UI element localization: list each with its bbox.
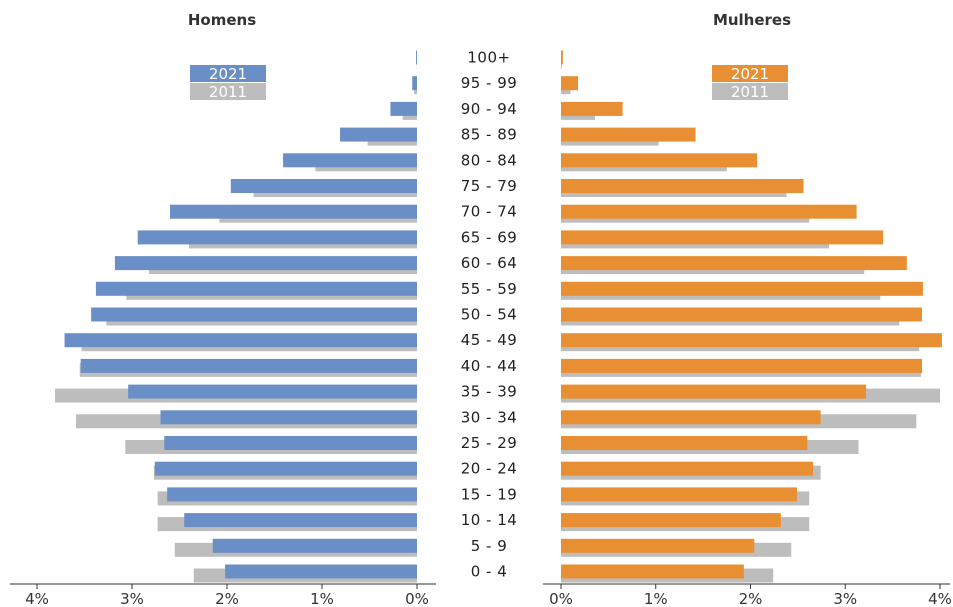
legend-swatch-mulheres-2011 [712,83,788,100]
bar-mulheres-2021-55-59 [561,281,923,296]
bar-mulheres-2021-40-44 [561,358,922,373]
homens-bars [55,50,418,583]
bar-mulheres-2021-85-89 [561,127,696,142]
bar-mulheres-2021-45-49 [561,333,942,348]
bar-mulheres-2021-80-84 [561,153,758,168]
mulheres-legend: 2011 2021 [712,65,788,101]
bar-homens-2021-90-94 [390,101,417,116]
legend-swatch-homens-2011 [190,83,266,100]
bar-mulheres-2021-20-24 [561,461,814,476]
age-label-35-39: 35 - 39 [461,383,518,401]
bar-mulheres-2021-75-79 [561,179,804,193]
bar-mulheres-2021-65-69 [561,230,884,245]
tick-label-right-4: 4% [928,590,952,607]
bar-mulheres-2021-10-14 [561,513,781,528]
bar-mulheres-2021-50-54 [561,307,922,322]
age-label-50-54: 50 - 54 [461,306,518,324]
legend-swatch-homens-2021 [190,65,266,82]
bar-homens-2021-10-14 [184,513,417,528]
age-label-25-29: 25 - 29 [461,434,518,452]
tick-label-left-4: 0% [405,590,429,607]
bar-mulheres-2021-60-64 [561,256,907,271]
age-label-0-4: 0 - 4 [471,563,508,581]
age-group-labels: 100+ 95 - 99 90 - 94 85 - 89 80 - 84 75 - 79 7… [461,49,518,581]
tick-label-right-1: 1% [644,590,668,607]
x-axis-ticks: 4% 3% 2% 1% 0% 0% 1% 2% 3% 4% [25,584,952,607]
bar-mulheres-2021-70-74 [561,204,857,219]
tick-label-right-3: 3% [833,590,857,607]
age-label-15-19: 15 - 19 [461,485,518,503]
age-label-95-99: 95 - 99 [461,74,518,92]
age-label-85-89: 85 - 89 [461,126,518,144]
age-label-55-59: 55 - 59 [461,280,518,298]
bar-homens-2021-5-9 [212,538,417,553]
legend-label-mulheres-2021: 2021 [731,65,769,83]
tick-label-right-2: 2% [739,590,763,607]
homens-legend: 2011 2021 [190,65,266,101]
bar-homens-2021-80-84 [283,153,417,168]
bar-homens-2021-20-24 [154,461,418,476]
mulheres-bars [561,50,942,583]
tick-label-left-0: 4% [25,590,49,607]
bar-homens-2021-60-64 [114,256,418,271]
tick-label-right-0: 0% [549,590,573,607]
legend-label-homens-2011: 2011 [209,83,247,101]
tick-label-left-3: 1% [310,590,334,607]
age-label-10-14: 10 - 14 [461,511,518,529]
bar-homens-2021-95-99 [412,76,417,91]
bar-homens-2021-55-59 [95,281,418,296]
age-label-60-64: 60 - 64 [461,254,518,272]
age-label-20-24: 20 - 24 [461,460,518,478]
bar-mulheres-2021-15-19 [561,487,797,502]
bar-homens-2021-30-34 [160,410,417,425]
bar-mulheres-2021-25-29 [561,436,808,450]
age-label-65-69: 65 - 69 [461,228,518,246]
homens-panel-title: Homens [188,11,256,29]
bar-homens-2021-45-49 [64,333,418,348]
legend-swatch-mulheres-2021 [712,65,788,82]
bar-mulheres-2021-0-4 [561,564,744,579]
age-label-30-34: 30 - 34 [461,408,518,426]
legend-label-mulheres-2011: 2011 [731,83,769,101]
bar-homens-2021-100plus [416,50,417,65]
legend-label-homens-2021: 2021 [209,65,247,83]
bar-homens-2021-40-44 [80,358,417,373]
bar-mulheres-2021-30-34 [561,410,821,425]
age-label-40-44: 40 - 44 [461,357,518,375]
bar-homens-2021-50-54 [91,307,418,322]
bar-mulheres-2021-90-94 [561,101,623,116]
bar-mulheres-2021-5-9 [561,538,755,553]
tick-label-left-1: 3% [120,590,144,607]
bar-homens-2021-15-19 [167,487,417,502]
bar-homens-2021-25-29 [164,436,417,450]
age-label-90-94: 90 - 94 [461,100,518,118]
bar-homens-2021-35-39 [128,384,417,399]
bar-homens-2021-75-79 [230,179,417,193]
tick-label-left-2: 2% [215,590,239,607]
bar-homens-2021-0-4 [225,564,417,579]
age-label-75-79: 75 - 79 [461,177,518,195]
age-label-100plus: 100+ [467,49,510,67]
bar-mulheres-2021-35-39 [561,384,867,399]
bar-homens-2021-70-74 [170,204,417,219]
bar-homens-2021-85-89 [340,127,417,142]
age-label-5-9: 5 - 9 [471,537,508,555]
age-label-45-49: 45 - 49 [461,331,518,349]
mulheres-panel-title: Mulheres [713,11,791,29]
age-label-70-74: 70 - 74 [461,203,518,221]
bar-homens-2021-65-69 [137,230,417,245]
bar-mulheres-2021-95-99 [561,76,579,91]
bar-mulheres-2021-100plus [561,50,563,65]
age-label-80-84: 80 - 84 [461,151,518,169]
